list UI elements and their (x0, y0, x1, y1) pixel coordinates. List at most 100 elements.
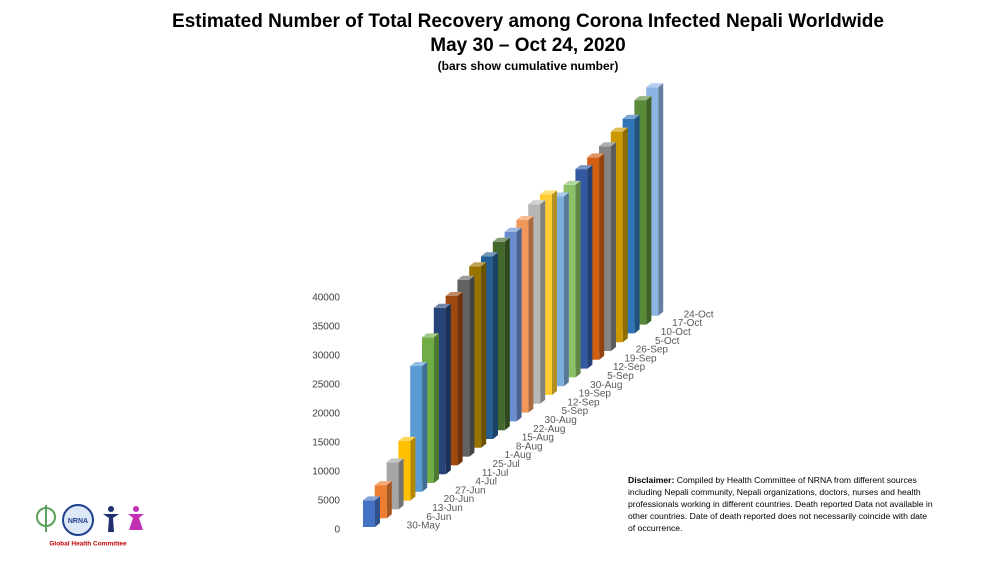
x-tick-label: 11-Jul (482, 468, 509, 479)
bar-side (504, 237, 510, 431)
bar-top (457, 275, 475, 280)
bar-top (386, 458, 404, 463)
y-tick-label: 5000 (318, 496, 341, 507)
bar-side (552, 190, 557, 395)
bar-side (481, 262, 487, 448)
chart-subtitle: May 30 – Oct 24, 2020 (430, 35, 625, 56)
bar-side (445, 303, 451, 475)
x-tick-label: 30-Aug (545, 415, 577, 426)
disclaimer-label: Disclaimer: (628, 475, 675, 485)
bar-side (516, 227, 522, 422)
bar-side (434, 333, 439, 483)
logo-icon (103, 514, 119, 532)
x-tick-label: 12-Sep (613, 362, 646, 373)
bar-top (492, 237, 510, 242)
x-tick-label: 19-Sep (579, 389, 612, 400)
y-tick-label: 30000 (312, 351, 340, 362)
logo-icon (108, 506, 114, 512)
bar-side (528, 216, 534, 413)
bar-front (363, 500, 375, 527)
x-tick-label: 5-Oct (655, 336, 680, 347)
bar-side (622, 127, 628, 343)
x-tick-label: 25-Jul (493, 459, 520, 470)
x-tick-label: 10-Oct (661, 327, 691, 338)
bar-side (493, 252, 498, 439)
logo-icon (62, 504, 94, 536)
y-tick-label: 15000 (312, 438, 340, 449)
x-tick-label: 4-Jul (475, 477, 497, 488)
bar-side (422, 361, 428, 492)
bar-top (363, 496, 380, 501)
bar-side (386, 481, 392, 519)
bar-top (469, 262, 487, 267)
bar-side (575, 180, 581, 378)
x-tick-label: 30-May (407, 521, 440, 532)
logo-text: NRNA (68, 518, 88, 525)
bar-top (563, 180, 581, 185)
bar-top (481, 252, 498, 257)
y-tick-label: 40000 (312, 293, 340, 304)
x-tick-label: 27-Jun (455, 485, 486, 496)
bar-top (540, 190, 557, 195)
x-tick-label: 30-Aug (590, 380, 622, 391)
bar-side (587, 165, 593, 369)
x-tick-label: 26-Sep (636, 345, 669, 356)
y-tick-label: 35000 (312, 322, 340, 333)
disclaimer-text: Compiled by Health Committee of NRNA fro… (628, 475, 933, 533)
bar-side (457, 292, 463, 466)
bar-side (563, 192, 569, 387)
bar-side (658, 83, 664, 316)
chart-note: (bars show cumulative number) (438, 59, 619, 73)
bar-top (374, 481, 392, 486)
x-tick-label: 1-Aug (505, 450, 532, 461)
y-tick-label: 10000 (312, 467, 340, 478)
bar-top (575, 165, 593, 170)
bar-top (610, 127, 628, 132)
bar-top (622, 114, 640, 119)
bar-side (611, 142, 616, 351)
bar (363, 496, 380, 527)
bar-top (504, 227, 522, 232)
bar-side (634, 114, 640, 334)
x-tick-label: 12-Sep (567, 397, 600, 408)
bar-top (422, 333, 439, 338)
bar-side (469, 275, 475, 457)
bar-side (540, 200, 546, 404)
y-tick-label: 0 (334, 525, 340, 536)
x-tick-label: 15-Aug (522, 433, 554, 444)
x-tick-label: 17-Oct (672, 318, 702, 329)
x-tick-label: 8-Aug (516, 441, 543, 452)
y-tick-label: 25000 (312, 380, 340, 391)
logo-caption: Global Health Committee (49, 541, 127, 548)
x-tick-label: 24-Oct (684, 309, 714, 320)
y-tick-label: 20000 (312, 409, 340, 420)
bar-side (375, 496, 380, 527)
x-tick-label: 5-Sep (607, 371, 634, 382)
bar-top (445, 292, 463, 297)
logo-icon (133, 506, 139, 512)
bar-side (599, 153, 605, 360)
bar-top (516, 216, 534, 221)
disclaimer: Disclaimer: Compiled by Health Committee… (628, 474, 933, 534)
x-tick-label: 19-Sep (624, 353, 657, 364)
bar-side (646, 96, 652, 325)
bar-top (634, 96, 652, 101)
bar-side (410, 436, 416, 501)
bar-top (398, 436, 416, 441)
bar-top (587, 153, 605, 158)
bar-top (646, 83, 664, 88)
logo-icon (128, 514, 144, 530)
bar-top (528, 200, 546, 205)
x-tick-label: 13-Jun (432, 503, 463, 514)
bar-side (398, 458, 404, 510)
bar-top (599, 142, 616, 147)
bar-top (433, 303, 451, 308)
x-tick-label: 22-Aug (533, 424, 565, 435)
x-tick-label: 6-Jun (426, 512, 451, 523)
x-tick-label: 5-Sep (562, 406, 589, 417)
logo: NRNA Global Health Committee (36, 504, 144, 548)
chart-title: Estimated Number of Total Recovery among… (172, 11, 884, 32)
x-tick-label: 20-Jun (444, 494, 475, 505)
